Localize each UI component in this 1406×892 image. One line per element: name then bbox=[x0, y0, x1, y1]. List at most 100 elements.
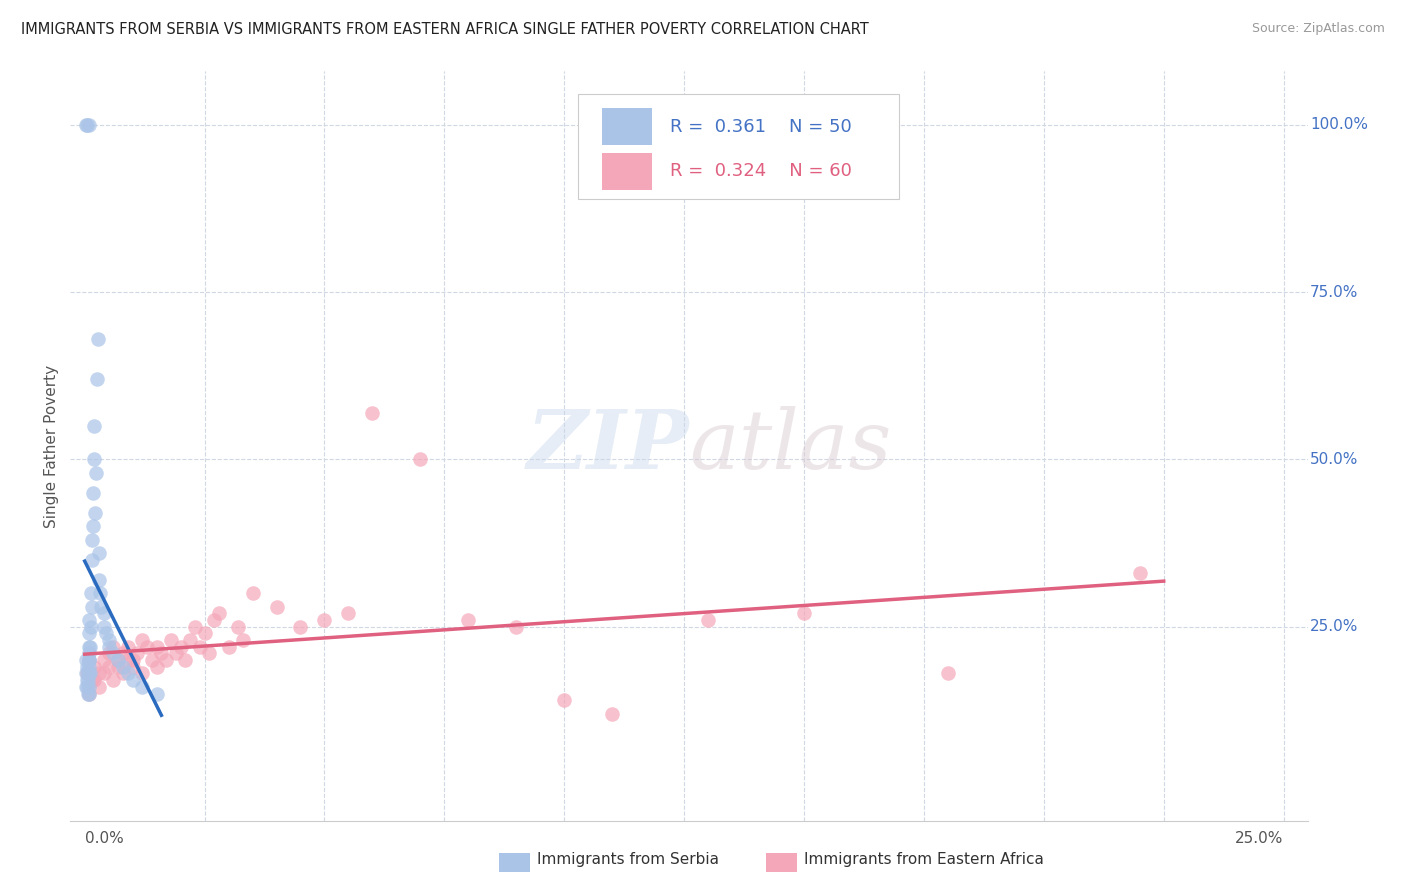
Point bbox=[86, 372, 108, 386]
Bar bbox=[602, 153, 652, 190]
Point bbox=[290, 620, 312, 634]
Point bbox=[76, 680, 98, 694]
Point bbox=[314, 613, 336, 627]
Text: 75.0%: 75.0% bbox=[1310, 285, 1358, 300]
Point bbox=[75, 653, 97, 667]
Point bbox=[80, 599, 103, 614]
Point bbox=[83, 660, 105, 674]
Point bbox=[208, 607, 231, 621]
Point bbox=[76, 660, 98, 674]
Point bbox=[79, 626, 101, 640]
Point bbox=[84, 466, 107, 480]
Point bbox=[83, 673, 105, 688]
Point bbox=[76, 118, 98, 132]
Point bbox=[553, 693, 575, 707]
Point bbox=[1129, 566, 1152, 581]
Point bbox=[107, 653, 129, 667]
Point bbox=[77, 673, 100, 688]
Point bbox=[194, 626, 217, 640]
FancyBboxPatch shape bbox=[578, 94, 900, 199]
Point bbox=[86, 332, 108, 346]
Point bbox=[127, 646, 149, 660]
Point bbox=[174, 653, 197, 667]
Point bbox=[107, 653, 129, 667]
Point bbox=[112, 646, 135, 660]
Point bbox=[117, 640, 139, 654]
Point bbox=[179, 633, 201, 648]
Point bbox=[155, 653, 177, 667]
Point bbox=[83, 419, 105, 434]
Point bbox=[600, 706, 623, 721]
Point bbox=[89, 586, 111, 600]
Point bbox=[505, 620, 527, 634]
Point bbox=[82, 519, 104, 533]
Text: R =  0.361    N = 50: R = 0.361 N = 50 bbox=[671, 118, 852, 136]
Point bbox=[93, 620, 115, 634]
Point bbox=[936, 666, 959, 681]
Point bbox=[107, 660, 129, 674]
Point bbox=[84, 506, 107, 520]
Point bbox=[77, 653, 100, 667]
Point bbox=[361, 406, 384, 420]
Point bbox=[79, 640, 101, 654]
Point bbox=[121, 653, 143, 667]
Text: Immigrants from Eastern Africa: Immigrants from Eastern Africa bbox=[804, 852, 1045, 867]
Point bbox=[79, 118, 101, 132]
Point bbox=[79, 660, 101, 674]
Point bbox=[97, 646, 120, 660]
Point bbox=[83, 452, 105, 467]
Text: Source: ZipAtlas.com: Source: ZipAtlas.com bbox=[1251, 22, 1385, 36]
Point bbox=[90, 599, 112, 614]
Point bbox=[198, 646, 221, 660]
Point bbox=[96, 626, 118, 640]
Point bbox=[87, 680, 110, 694]
Point bbox=[77, 687, 100, 701]
Point bbox=[79, 653, 101, 667]
Point bbox=[266, 599, 288, 614]
Point bbox=[103, 640, 125, 654]
Point bbox=[97, 640, 120, 654]
Point bbox=[697, 613, 720, 627]
Point bbox=[75, 680, 97, 694]
Point bbox=[131, 633, 153, 648]
Point bbox=[226, 620, 249, 634]
Point bbox=[136, 640, 159, 654]
Point bbox=[121, 660, 143, 674]
Text: R =  0.324    N = 60: R = 0.324 N = 60 bbox=[671, 162, 852, 180]
Text: Immigrants from Serbia: Immigrants from Serbia bbox=[537, 852, 718, 867]
Point bbox=[103, 646, 125, 660]
Point bbox=[77, 666, 100, 681]
Point bbox=[112, 660, 135, 674]
Text: IMMIGRANTS FROM SERBIA VS IMMIGRANTS FROM EASTERN AFRICA SINGLE FATHER POVERTY C: IMMIGRANTS FROM SERBIA VS IMMIGRANTS FRO… bbox=[21, 22, 869, 37]
Point bbox=[160, 633, 183, 648]
Point bbox=[145, 687, 167, 701]
Text: 25.0%: 25.0% bbox=[1310, 619, 1358, 634]
Point bbox=[131, 666, 153, 681]
Point bbox=[93, 666, 115, 681]
Point bbox=[79, 666, 101, 681]
Point bbox=[103, 673, 125, 688]
Point bbox=[165, 646, 187, 660]
Point bbox=[93, 607, 115, 621]
Point bbox=[79, 687, 101, 701]
Point bbox=[150, 646, 173, 660]
Point bbox=[87, 573, 110, 587]
Text: 25.0%: 25.0% bbox=[1236, 830, 1284, 846]
Bar bbox=[602, 108, 652, 145]
Point bbox=[202, 613, 225, 627]
Text: atlas: atlas bbox=[689, 406, 891, 486]
Point bbox=[79, 613, 101, 627]
Text: 100.0%: 100.0% bbox=[1310, 118, 1368, 132]
Point bbox=[75, 118, 97, 132]
Point bbox=[79, 646, 101, 660]
Point bbox=[131, 680, 153, 694]
Text: 50.0%: 50.0% bbox=[1310, 452, 1358, 467]
Point bbox=[80, 620, 103, 634]
Point bbox=[184, 620, 207, 634]
Point bbox=[121, 673, 143, 688]
Point bbox=[76, 666, 98, 681]
Point bbox=[409, 452, 432, 467]
Point bbox=[82, 485, 104, 500]
Point bbox=[242, 586, 264, 600]
Point bbox=[87, 546, 110, 560]
